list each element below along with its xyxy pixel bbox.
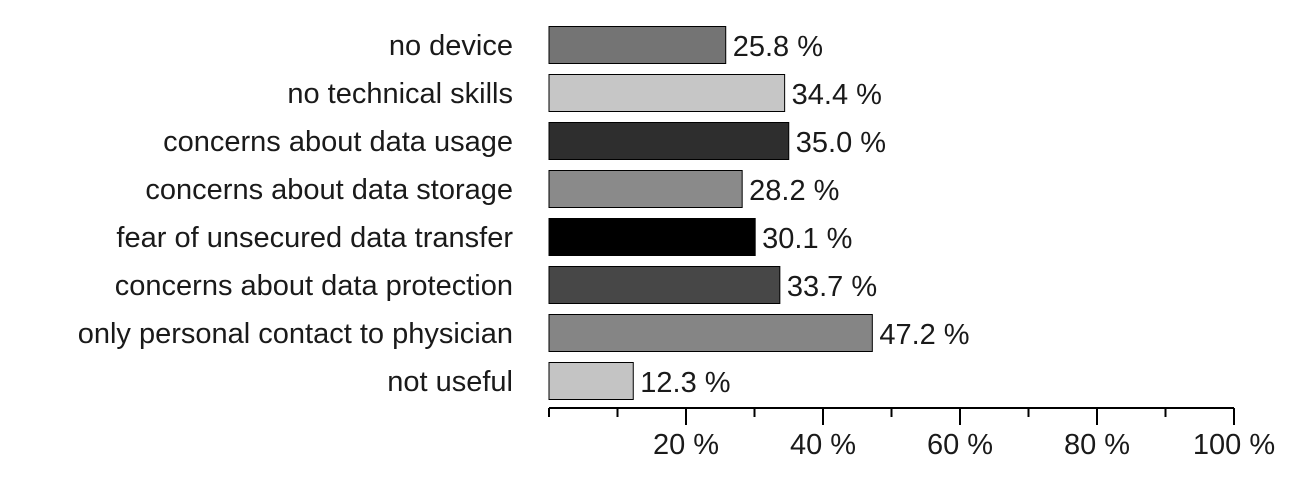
bar [548, 314, 873, 352]
value-label: 25.8 % [733, 31, 823, 63]
bar [548, 362, 634, 400]
category-label: no technical skills [287, 78, 513, 110]
category-label: fear of unsecured data transfer [116, 222, 513, 254]
bar [548, 218, 756, 256]
value-label: 28.2 % [749, 175, 839, 207]
category-label: not useful [387, 366, 513, 398]
bar [548, 170, 743, 208]
category-label: concerns about data usage [163, 126, 513, 158]
x-tick-label: 40 % [790, 429, 856, 461]
value-label: 30.1 % [762, 223, 852, 255]
bar [548, 26, 727, 64]
x-axis: 20 % 40 % 60 % 80 % 100 % [548, 407, 1275, 461]
x-tick-label: 20 % [653, 429, 719, 461]
category-label: no device [389, 30, 513, 62]
value-label: 47.2 % [879, 319, 969, 351]
category-label: only personal contact to physician [78, 318, 513, 350]
x-tick-label: 100 % [1193, 429, 1275, 461]
x-tick-label: 80 % [1064, 429, 1130, 461]
value-label: 35.0 % [796, 127, 886, 159]
x-tick-label: 60 % [927, 429, 993, 461]
bars-group: no device 25.8 % no technical skills 34.4 %… [78, 26, 970, 400]
value-label: 12.3 % [640, 367, 730, 399]
bar [548, 266, 781, 304]
bar [548, 74, 786, 112]
value-label: 34.4 % [792, 79, 882, 111]
value-label: 33.7 % [787, 271, 877, 303]
category-label: concerns about data protection [115, 270, 513, 302]
bar [548, 122, 790, 160]
category-label: concerns about data storage [145, 174, 513, 206]
